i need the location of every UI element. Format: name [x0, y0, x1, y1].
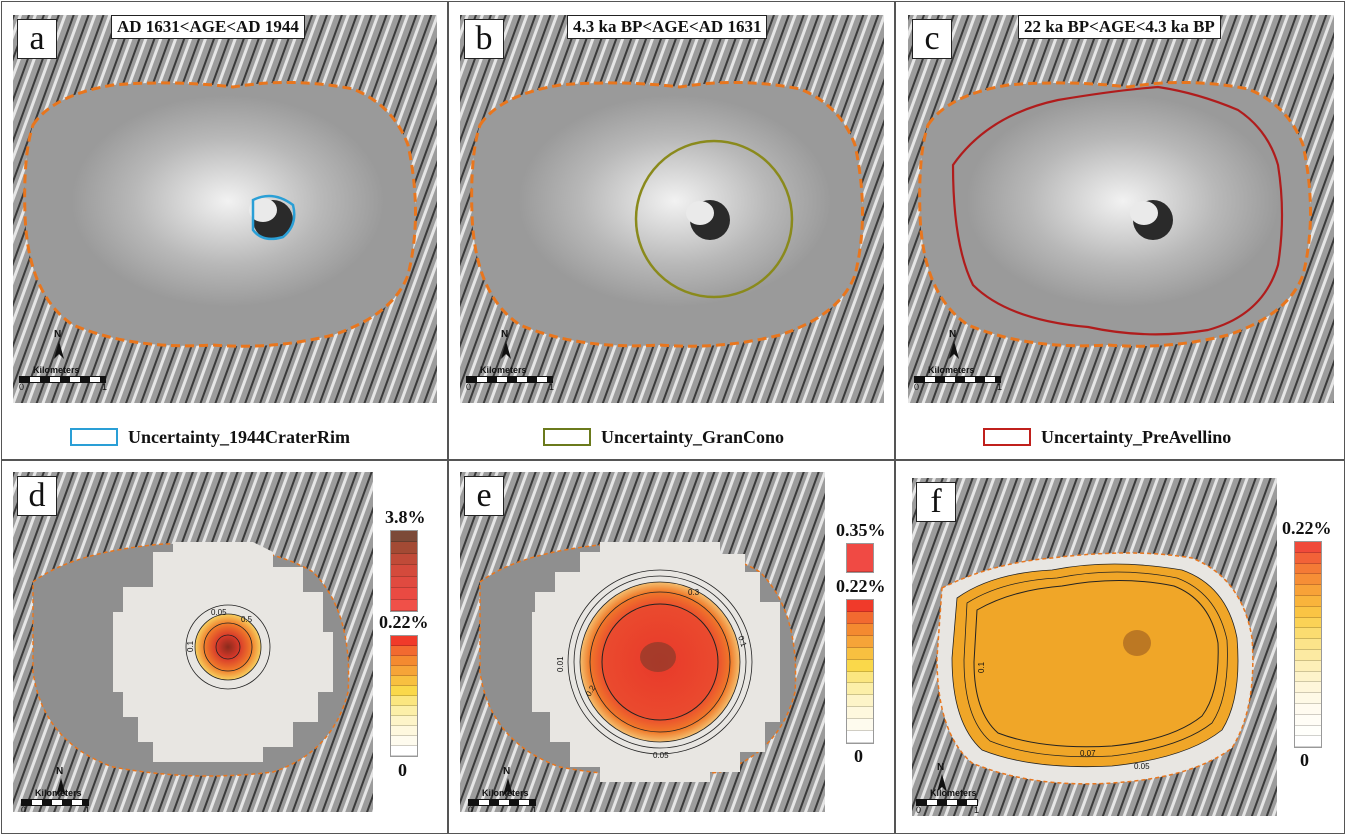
age-label-c: 22 ka BP<AGE<4.3 ka BP — [1018, 15, 1221, 39]
north-arrow-icon: N — [934, 762, 950, 794]
hillshade-map-a — [13, 15, 437, 403]
contour-label: 0.05 — [211, 608, 227, 617]
hillshade-map-c — [908, 15, 1334, 403]
colorbar-max-f: 0.22% — [1282, 518, 1332, 538]
colorbar-e-upper — [846, 543, 874, 573]
age-label-b: 4.3 ka BP<AGE<AD 1631 — [567, 15, 768, 39]
legend-c: Uncertainty_PreAvellino — [983, 425, 1231, 449]
hazard-map-e: 0.01 0.05 0.1 0.2 0.3 — [460, 472, 825, 812]
scale-bar: Kilometers 0 1 — [914, 365, 1003, 392]
colorbar-min-e: 0 — [854, 746, 863, 766]
legend-label-b: Uncertainty_GranCono — [601, 426, 784, 447]
north-arrow-icon: N — [51, 329, 67, 361]
contour-label: 0.1 — [977, 661, 986, 673]
colorbar-max-d: 3.8% — [385, 507, 426, 527]
hazard-map-d: 0.05 0.5 0.1 — [13, 472, 373, 812]
age-label-a: AD 1631<AGE<AD 1944 — [111, 15, 305, 39]
map-panel-e: 0.01 0.05 0.1 0.2 0.3 e N Kilometers 0 1 — [460, 472, 825, 812]
colorbar-d-lower — [390, 635, 418, 757]
contour-label: 0.3 — [688, 588, 700, 597]
north-arrow-icon: N — [53, 766, 69, 798]
panel-letter-b: b — [464, 19, 504, 59]
colorbar-mid-d: 0.22% — [379, 612, 429, 632]
contour-label: 0.01 — [556, 656, 565, 672]
panel-letter-a: a — [17, 19, 57, 59]
north-arrow-icon: N — [946, 329, 962, 361]
legend-swatch-a — [70, 428, 118, 446]
colorbar-mid-e: 0.22% — [836, 576, 886, 596]
panel-letter-e: e — [464, 476, 504, 516]
colorbar-min-d: 0 — [398, 760, 407, 780]
map-panel-d: 0.05 0.5 0.1 d N Kilometers 0 1 — [13, 472, 373, 812]
legend-swatch-b — [543, 428, 591, 446]
colorbar-e-lower — [846, 599, 874, 744]
contour-label: 0.07 — [1080, 749, 1096, 758]
colorbar-d-upper — [390, 530, 418, 612]
colorbar-max-e: 0.35% — [836, 520, 886, 540]
legend-b: Uncertainty_GranCono — [543, 425, 784, 449]
colorbar-f — [1294, 541, 1322, 748]
contour-label: 0.5 — [241, 615, 253, 624]
north-arrow-icon: N — [498, 329, 514, 361]
scale-bar: Kilometers 0 1 — [466, 365, 555, 392]
map-panel-b: b 4.3 ka BP<AGE<AD 1631 N Kilometers 0 1 — [460, 15, 884, 403]
legend-a: Uncertainty_1944CraterRim — [70, 425, 350, 449]
panel-letter-c: c — [912, 19, 952, 59]
map-panel-f: 0.1 0.07 0.05 f N Kilometers 0 1 — [912, 478, 1277, 816]
map-panel-c: c 22 ka BP<AGE<4.3 ka BP N Kilometers 0 … — [908, 15, 1334, 403]
legend-label-a: Uncertainty_1944CraterRim — [128, 426, 350, 447]
hazard-map-f: 0.1 0.07 0.05 — [912, 478, 1277, 816]
contour-label: 0.05 — [653, 751, 669, 760]
scale-bar: Kilometers 0 1 — [468, 788, 538, 812]
contour-label: 0.05 — [1134, 762, 1150, 771]
scale-bar: Kilometers 0 1 — [21, 788, 91, 812]
north-arrow-icon: N — [500, 766, 516, 798]
scale-bar: Kilometers 0 1 — [916, 788, 980, 815]
legend-label-c: Uncertainty_PreAvellino — [1041, 426, 1232, 447]
panel-letter-f: f — [916, 482, 956, 522]
scale-bar: Kilometers 0 1 — [19, 365, 108, 392]
contour-label: 0.1 — [186, 640, 195, 652]
map-panel-a: a AD 1631<AGE<AD 1944 N Kilometers 0 1 — [13, 15, 437, 403]
contour-label: 0.1 — [736, 635, 748, 649]
legend-swatch-c — [983, 428, 1031, 446]
hillshade-map-b — [460, 15, 884, 403]
colorbar-min-f: 0 — [1300, 750, 1309, 770]
panel-letter-d: d — [17, 476, 57, 516]
